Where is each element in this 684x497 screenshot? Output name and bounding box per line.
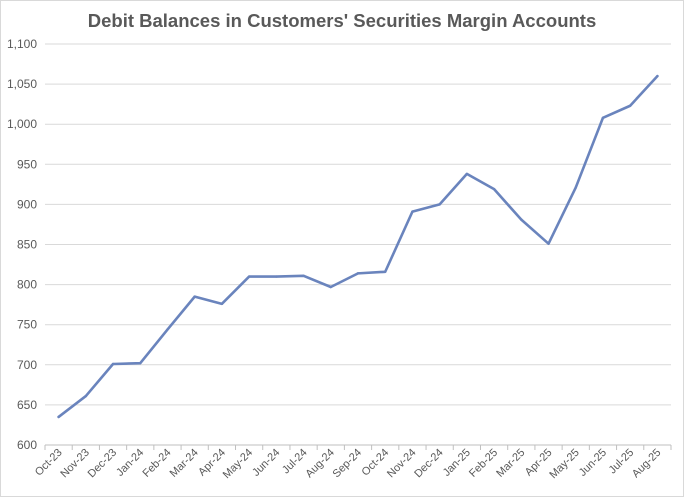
x-tick-label: May-24 bbox=[221, 447, 255, 481]
data-point bbox=[656, 74, 659, 78]
data-point bbox=[465, 172, 469, 176]
x-tick-label: Nov-23 bbox=[58, 447, 92, 481]
y-tick-label: 850 bbox=[17, 238, 37, 252]
data-point bbox=[247, 275, 251, 278]
data-point bbox=[84, 394, 88, 398]
y-tick-label: 650 bbox=[17, 398, 37, 412]
y-tick-label: 750 bbox=[17, 318, 37, 332]
data-point bbox=[139, 361, 142, 365]
y-tick-label: 700 bbox=[17, 358, 37, 372]
y-tick-label: 900 bbox=[17, 197, 37, 211]
x-tick-label: Feb-25 bbox=[467, 447, 500, 480]
x-tick-label: Aug-25 bbox=[630, 447, 664, 481]
x-tick-label: Dec-24 bbox=[412, 447, 446, 481]
data-point bbox=[111, 362, 115, 366]
chart-title: Debit Balances in Customers' Securities … bbox=[87, 10, 597, 31]
data-point bbox=[302, 274, 305, 277]
data-point bbox=[520, 218, 523, 221]
y-tick-label: 800 bbox=[17, 278, 37, 292]
data-point bbox=[411, 210, 414, 213]
x-tick-label: Mar-25 bbox=[494, 447, 527, 480]
data-point bbox=[166, 328, 169, 331]
series-line bbox=[57, 74, 659, 419]
x-tick-label: Nov-24 bbox=[385, 447, 419, 481]
x-tick-label: Aug-24 bbox=[303, 447, 337, 481]
x-tick-label: Sep-24 bbox=[331, 447, 365, 481]
data-point bbox=[193, 295, 196, 298]
x-tick-label: Jan-24 bbox=[114, 447, 146, 479]
y-tick-label: 1,050 bbox=[7, 77, 37, 91]
x-tick-label: Feb-24 bbox=[140, 447, 173, 480]
data-point bbox=[574, 186, 577, 189]
data-point bbox=[329, 285, 332, 289]
data-point bbox=[601, 116, 605, 119]
x-tick-label: Jun-25 bbox=[577, 447, 609, 479]
data-point bbox=[220, 302, 224, 306]
x-tick-label: May-25 bbox=[547, 447, 581, 481]
x-tick-label: Jun-24 bbox=[250, 447, 282, 479]
data-point bbox=[492, 187, 496, 191]
data-point bbox=[356, 272, 360, 275]
data-point bbox=[57, 415, 60, 419]
data-point bbox=[438, 203, 441, 206]
data-point bbox=[384, 270, 387, 273]
x-tick-label: Mar-24 bbox=[168, 447, 201, 480]
data-point bbox=[628, 104, 632, 107]
x-tick-label: Dec-23 bbox=[86, 447, 120, 481]
data-point bbox=[275, 275, 278, 278]
y-tick-label: 950 bbox=[17, 157, 37, 171]
y-tick-label: 600 bbox=[17, 438, 37, 452]
x-tick-label: Jan-25 bbox=[441, 447, 473, 479]
y-tick-label: 1,000 bbox=[7, 117, 37, 131]
y-tick-label: 1,100 bbox=[7, 37, 37, 51]
data-point bbox=[547, 242, 550, 245]
